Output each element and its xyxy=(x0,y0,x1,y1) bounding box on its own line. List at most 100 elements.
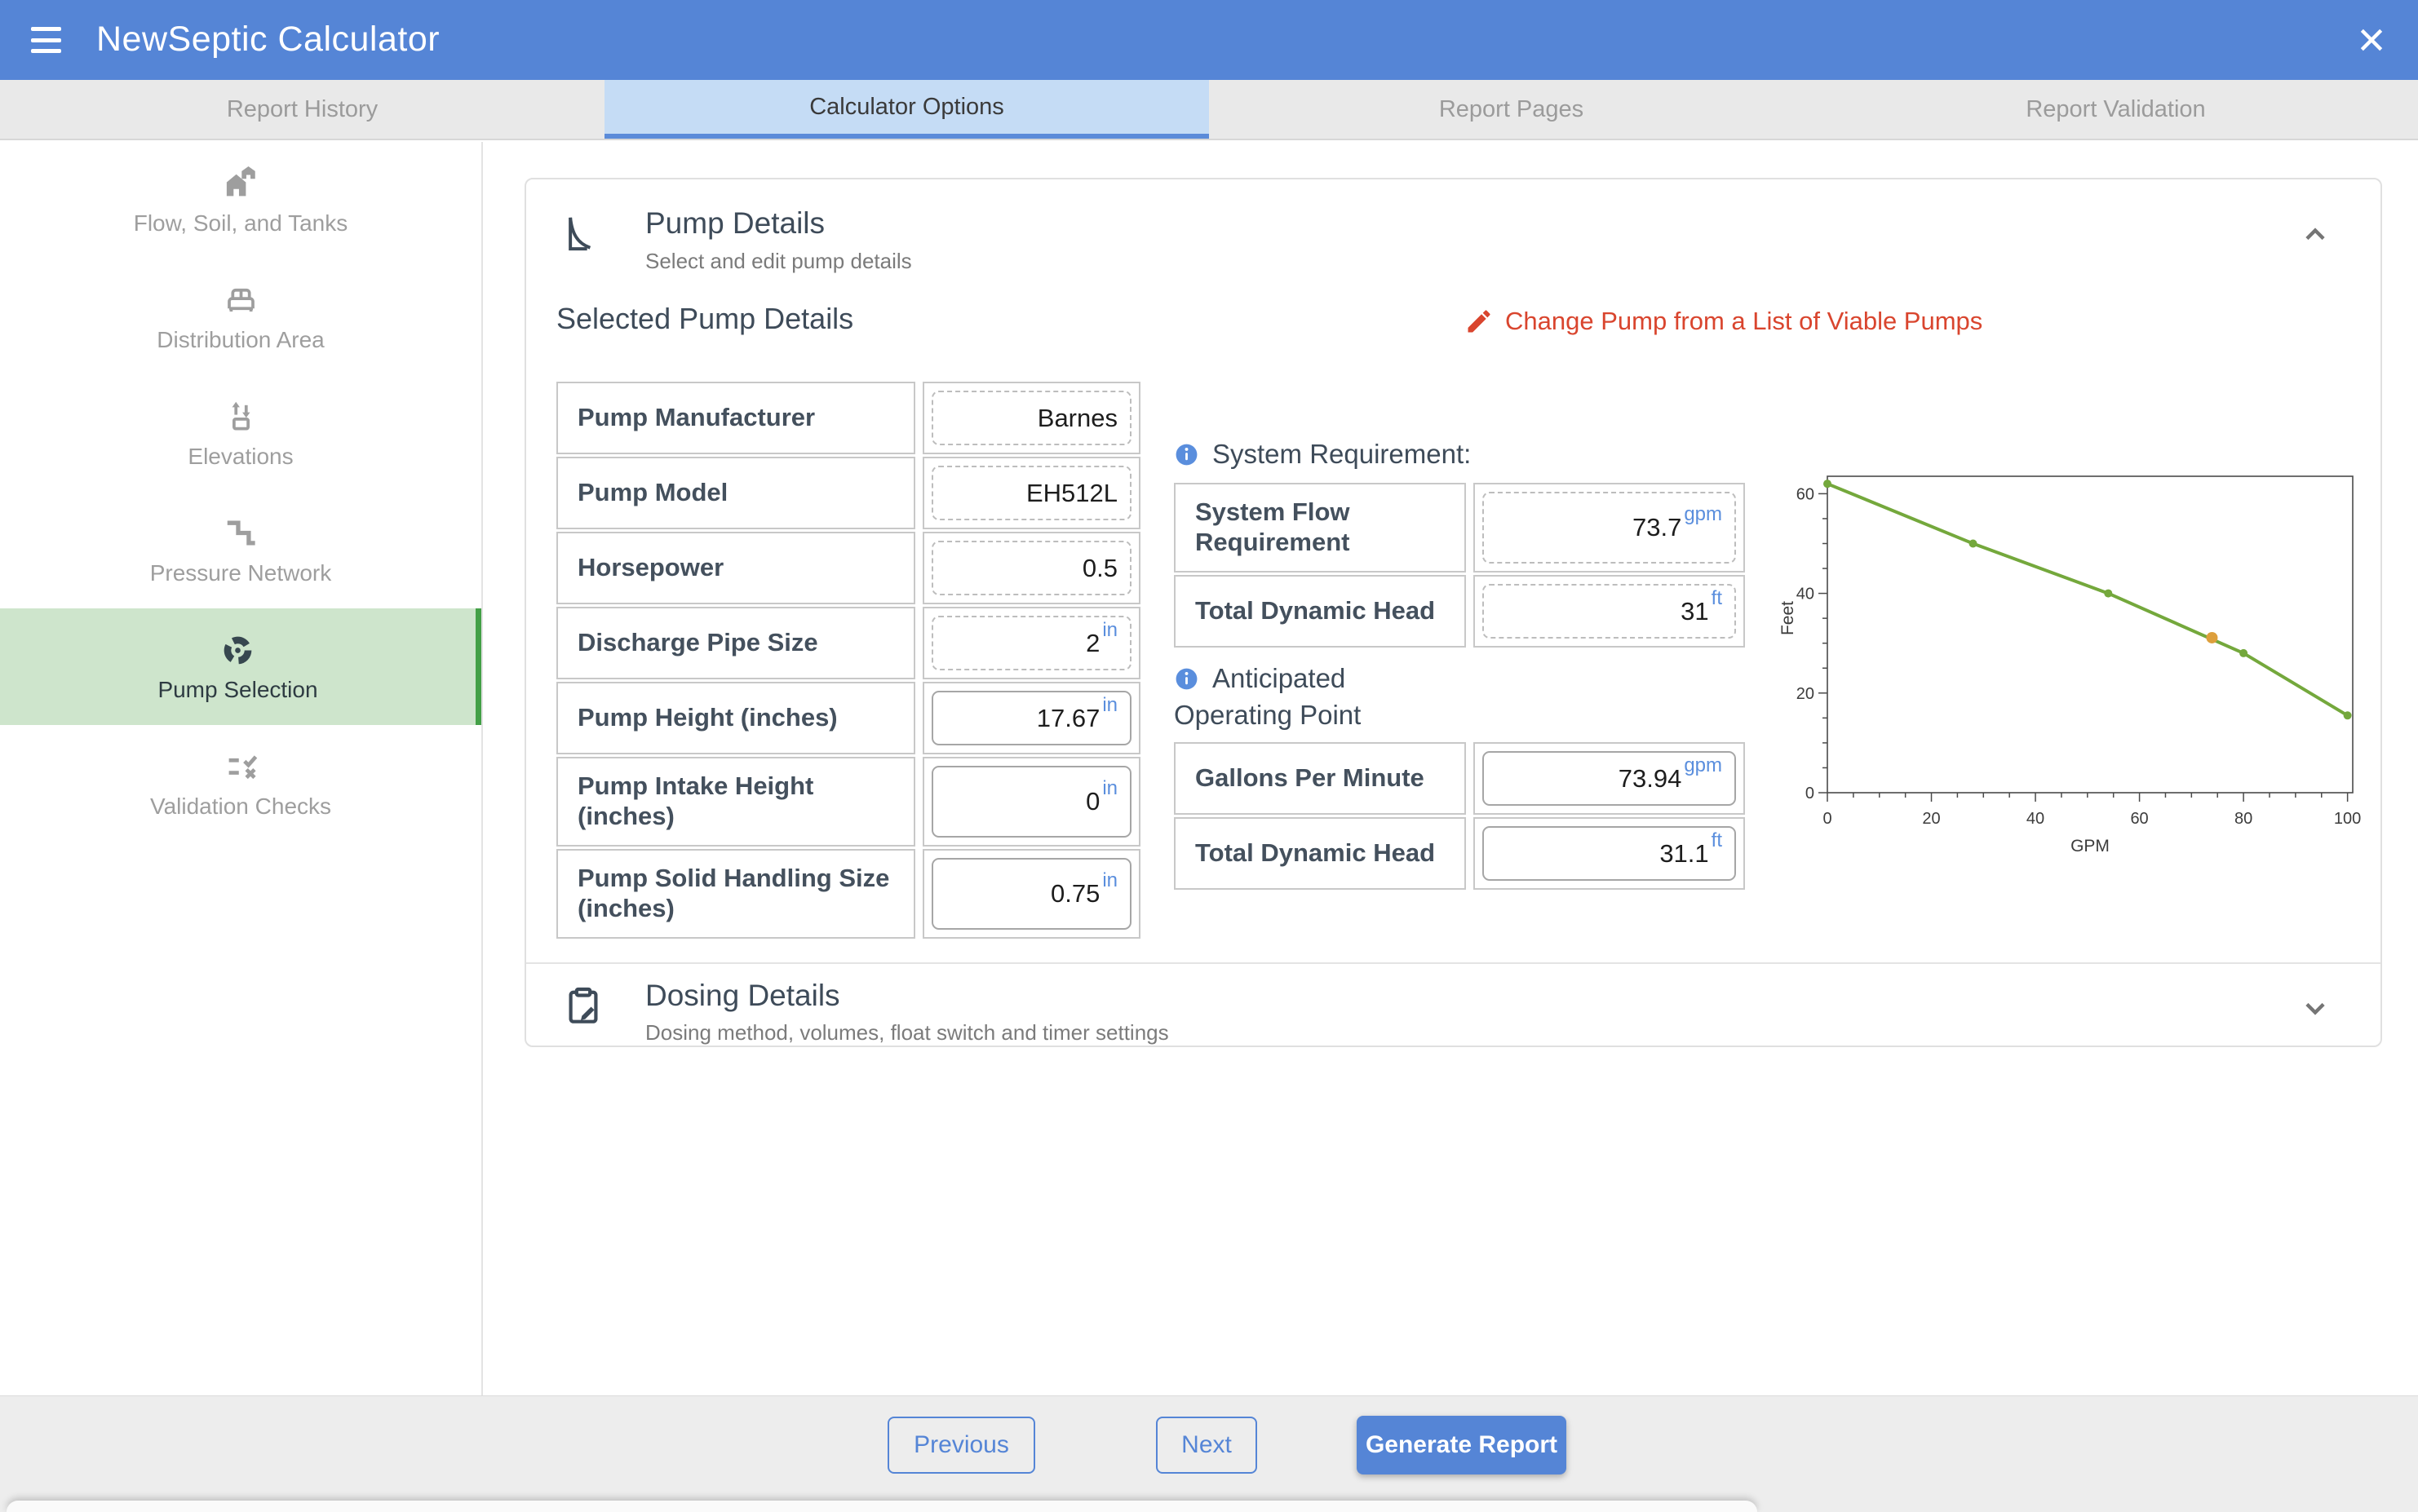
field-label: Discharge Pipe Size xyxy=(556,607,915,679)
field-value-cell: 31 ft xyxy=(1473,575,1745,648)
field-value: 31.1 xyxy=(1659,838,1709,868)
clipboard-pencil-icon xyxy=(560,984,606,1029)
close-icon[interactable] xyxy=(2353,21,2390,59)
pump-input-discharge-pipe-size: 2 in xyxy=(932,616,1132,670)
field-label: Pump Height (inches) xyxy=(556,682,915,754)
sidebar-item-flow-soil-and-tanks[interactable]: Flow, Soil, and Tanks xyxy=(0,142,481,259)
sysreq-input-total-dynamic-head: 31 ft xyxy=(1482,584,1736,639)
operating-point-section: Anticipated Operating Point Gallons Per … xyxy=(1174,663,1745,892)
chevron-up-icon[interactable] xyxy=(2292,212,2338,258)
pump-row-pump-intake-height-inches: Pump Intake Height (inches) 0 in xyxy=(556,757,1140,847)
field-value-cell: 73.7 gpm xyxy=(1473,483,1745,573)
footer-bar: Previous Next Generate Report xyxy=(0,1395,2418,1512)
svg-text:Feet: Feet xyxy=(1780,601,1797,635)
sidebar-item-distribution-area[interactable]: Distribution Area xyxy=(0,259,481,375)
pump-input-pump-solid-handling-size-inches[interactable]: 0.75 in xyxy=(932,858,1132,930)
unit-label: ft xyxy=(1711,586,1722,609)
sidebar-item-label: Pressure Network xyxy=(149,559,332,586)
field-value: EH512L xyxy=(1025,478,1118,507)
field-value-cell: 0.75 in xyxy=(923,849,1140,939)
pipe-icon xyxy=(222,515,260,553)
previous-button[interactable]: Previous xyxy=(888,1417,1035,1474)
sidebar-item-label: Pump Selection xyxy=(157,676,318,702)
svg-text:20: 20 xyxy=(1922,810,1940,828)
svg-text:0: 0 xyxy=(1805,785,1814,802)
pump-input-pump-model: EH512L xyxy=(932,466,1132,520)
field-value: 73.94 xyxy=(1618,763,1682,793)
field-label: Pump Model xyxy=(556,457,915,529)
change-pump-link[interactable]: Change Pump from a List of Viable Pumps xyxy=(1464,307,1982,336)
field-value-cell: EH512L xyxy=(923,457,1140,529)
field-value: 31 xyxy=(1681,596,1709,626)
aop-input-gallons-per-minute[interactable]: 73.94 gpm xyxy=(1482,751,1736,806)
sidebar: Flow, Soil, and Tanks Distribution Area El… xyxy=(0,142,483,1395)
unit-label: ft xyxy=(1711,829,1722,851)
rule-check-icon xyxy=(222,748,260,786)
tab-calculator-options[interactable]: Calculator Options xyxy=(604,80,1209,139)
sidebar-item-label: Validation Checks xyxy=(149,793,332,819)
pump-details-card: Pump Details Select and edit pump detail… xyxy=(525,178,2382,1047)
tab-report-history[interactable]: Report History xyxy=(226,95,379,122)
app-title: NewSeptic Calculator xyxy=(96,20,441,59)
aop-input-total-dynamic-head[interactable]: 31.1 ft xyxy=(1482,826,1736,881)
field-value: 2 xyxy=(1086,628,1100,657)
sysreq-input-system-flow-requirement: 73.7 gpm xyxy=(1482,492,1736,564)
menu-icon[interactable] xyxy=(31,27,64,53)
svg-text:60: 60 xyxy=(1796,485,1814,503)
tab-report-validation[interactable]: Report Validation xyxy=(2026,95,2206,122)
sidebar-item-label: Flow, Soil, and Tanks xyxy=(133,210,348,236)
pump-row-discharge-pipe-size: Discharge Pipe Size 2 in xyxy=(556,607,1140,679)
pump-curve-chart: 0 20 40 60 80 100 0 20 40 60 GPM Feet xyxy=(1778,465,2367,860)
houses-icon xyxy=(222,165,260,203)
field-label: System Flow Requirement xyxy=(1174,483,1466,573)
sidebar-item-label: Distribution Area xyxy=(157,326,325,352)
field-label: Horsepower xyxy=(556,532,915,604)
info-icon[interactable] xyxy=(1174,666,1199,692)
field-value-cell: 73.94 gpm xyxy=(1473,742,1745,815)
bottom-sheet-edge xyxy=(7,1501,1757,1512)
field-value: 0 xyxy=(1086,787,1100,816)
pump-input-pump-height-inches[interactable]: 17.67 in xyxy=(932,691,1132,745)
selected-pump-details-heading: Selected Pump Details xyxy=(556,302,854,335)
chevron-down-icon[interactable] xyxy=(2292,985,2338,1031)
sidebar-item-pump-selection[interactable]: Pump Selection xyxy=(0,608,481,725)
field-value: 73.7 xyxy=(1632,513,1682,542)
svg-text:100: 100 xyxy=(2334,810,2361,828)
unit-label: in xyxy=(1102,777,1118,799)
operating-point-table: Gallons Per Minute 73.94 gpm Total Dynamic … xyxy=(1174,742,1745,890)
section-divider xyxy=(526,962,2380,964)
system-requirement-heading: System Requirement: xyxy=(1212,439,1472,469)
pump-row-pump-height-inches: Pump Height (inches) 17.67 in xyxy=(556,682,1140,754)
aop-row-total-dynamic-head: Total Dynamic Head 31.1 ft xyxy=(1174,817,1745,890)
next-button[interactable]: Next xyxy=(1156,1417,1257,1474)
generate-report-button[interactable]: Generate Report xyxy=(1357,1416,1566,1474)
pump-input-pump-intake-height-inches[interactable]: 0 in xyxy=(932,766,1132,838)
tab-report-pages[interactable]: Report Pages xyxy=(1438,95,1584,122)
pump-details-title: Pump Details xyxy=(645,206,826,240)
unit-label: in xyxy=(1102,618,1118,641)
field-value: 0.75 xyxy=(1050,879,1100,908)
unit-label: in xyxy=(1102,869,1118,891)
svg-text:40: 40 xyxy=(2026,810,2044,828)
unit-label: gpm xyxy=(1684,754,1722,776)
tab-bar: Report History Calculator Options Report P… xyxy=(0,80,2418,140)
sidebar-item-elevations[interactable]: Elevations xyxy=(0,375,481,492)
sysreq-row-total-dynamic-head: Total Dynamic Head 31 ft xyxy=(1174,575,1745,648)
system-requirement-table: System Flow Requirement 73.7 gpm Total Dyna… xyxy=(1174,483,1745,648)
pump-input-pump-manufacturer: Barnes xyxy=(932,391,1132,445)
sysreq-row-system-flow-requirement: System Flow Requirement 73.7 gpm xyxy=(1174,483,1745,573)
app-header: NewSeptic Calculator xyxy=(0,0,2418,80)
field-value-cell: 0.5 xyxy=(923,532,1140,604)
sidebar-item-validation-checks[interactable]: Validation Checks xyxy=(0,725,481,842)
field-value: Barnes xyxy=(1037,403,1118,432)
unit-label: in xyxy=(1102,693,1118,716)
pump-input-horsepower: 0.5 xyxy=(932,541,1132,595)
info-icon[interactable] xyxy=(1174,442,1199,467)
elevation-arrows-icon xyxy=(222,398,260,436)
pump-fields-table: Pump Manufacturer Barnes Pump Model EH512L H… xyxy=(556,382,1140,941)
sidebar-item-pressure-network[interactable]: Pressure Network xyxy=(0,492,481,608)
bed-icon xyxy=(222,281,260,320)
dosing-details-subtitle: Dosing method, volumes, float switch and… xyxy=(645,1020,1169,1045)
field-value-cell: 0 in xyxy=(923,757,1140,847)
